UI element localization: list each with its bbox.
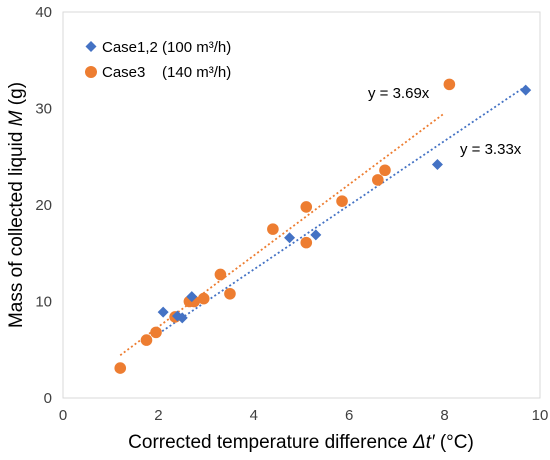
point-case3 (214, 268, 227, 281)
plot-frame (62, 11, 541, 399)
point-case3 (197, 292, 210, 305)
legend: Case1,2 (100 m³/h) Case3 (140 m³/h) (85, 39, 231, 81)
y-tick-label: 10 (35, 294, 52, 311)
y-axis-title-suffix: (g) (6, 82, 27, 111)
y-axis-title: Mass of collected liquid M (g) (6, 82, 27, 328)
data-points (114, 78, 532, 374)
point-case3 (443, 78, 456, 91)
x-tick-label: 10 (532, 407, 549, 424)
point-case3 (336, 195, 348, 207)
y-axis-title-symbol: M (6, 110, 27, 126)
y-tick-label: 0 (44, 390, 52, 407)
point-case12 (157, 306, 169, 318)
trendline-case12 (157, 85, 527, 335)
x-axis-title-suffix: (°C) (435, 432, 474, 453)
trendlines (119, 85, 527, 356)
point-case3 (379, 164, 391, 177)
point-case12 (284, 232, 296, 244)
y-tick-labels: 0 10 20 30 40 (35, 4, 52, 407)
point-case12 (520, 84, 532, 96)
x-tick-label: 6 (345, 407, 353, 424)
x-tick-label: 8 (440, 407, 448, 424)
x-tick-label: 0 (59, 407, 67, 424)
trendline-label-case12: y = 3.33x (460, 141, 522, 158)
x-axis-title: Corrected temperature difference Δt′ (°C… (128, 432, 474, 453)
y-tick-label: 40 (35, 4, 52, 21)
point-case3 (224, 287, 236, 300)
point-case12 (431, 158, 443, 170)
x-tick-label: 4 (250, 407, 258, 424)
point-case3 (140, 334, 153, 346)
legend-marker-case3 (85, 66, 97, 78)
legend-marker-case12 (85, 41, 97, 52)
point-case12 (176, 312, 188, 324)
y-tick-label: 20 (35, 197, 52, 214)
point-case3 (300, 201, 313, 213)
trendline-case3 (119, 112, 446, 356)
trendline-label-case3: y = 3.69x (368, 85, 430, 102)
x-tick-label: 2 (154, 407, 162, 424)
x-axis-title-symbol: Δt′ (412, 432, 436, 453)
point-case3 (150, 326, 162, 339)
legend-label-case12: Case1,2 (100 m³/h) (102, 39, 231, 56)
point-case12 (310, 229, 322, 241)
point-case12 (186, 291, 198, 303)
point-case3 (114, 362, 127, 374)
x-axis-title-prefix: Corrected temperature difference (128, 432, 413, 453)
y-tick-label: 30 (35, 101, 52, 118)
point-case3 (267, 223, 279, 235)
y-axis-title-prefix: Mass of collected liquid (6, 126, 27, 328)
x-tick-labels: 0 2 4 6 8 10 (59, 407, 549, 424)
legend-label-case3: Case3 (140 m³/h) (102, 64, 231, 81)
point-case3 (300, 236, 313, 249)
point-case3 (372, 174, 384, 186)
